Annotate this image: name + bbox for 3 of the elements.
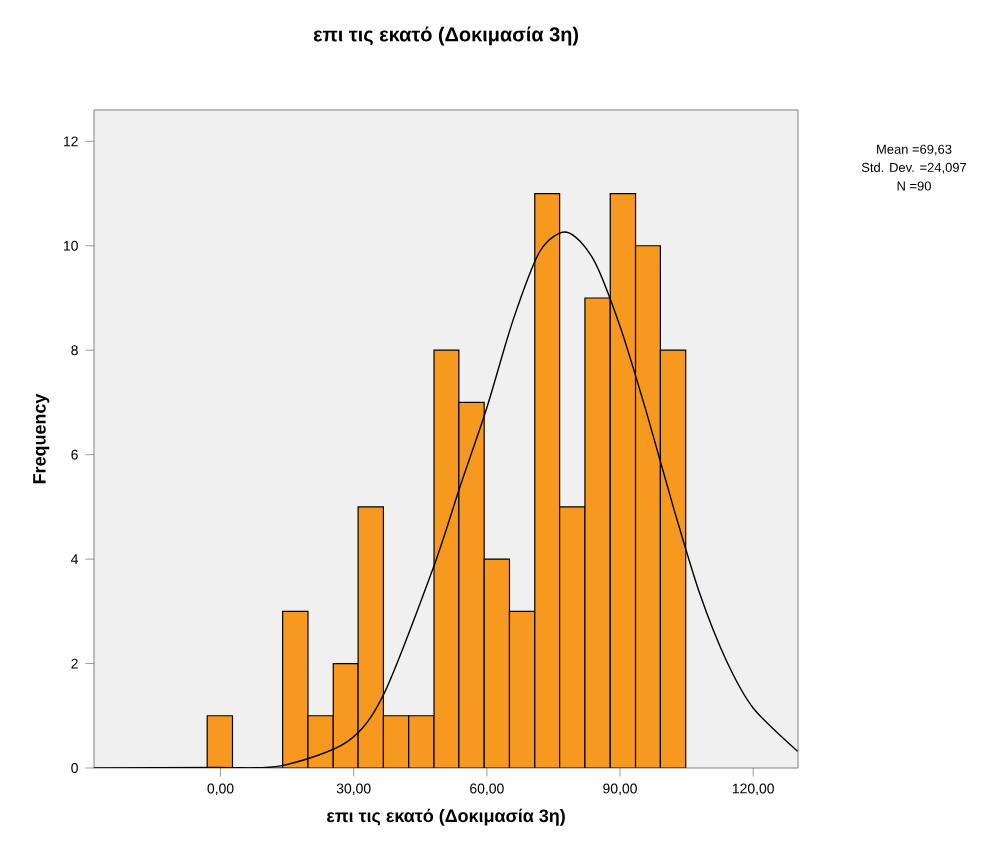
y-axis-title: Frequency bbox=[33, 393, 50, 484]
x-axis-title: επι τις εκατό (Δοκιμασία 3η) bbox=[327, 808, 565, 826]
chart-title: επι τις εκατό (Δοκιμασία 3η) bbox=[313, 26, 579, 46]
